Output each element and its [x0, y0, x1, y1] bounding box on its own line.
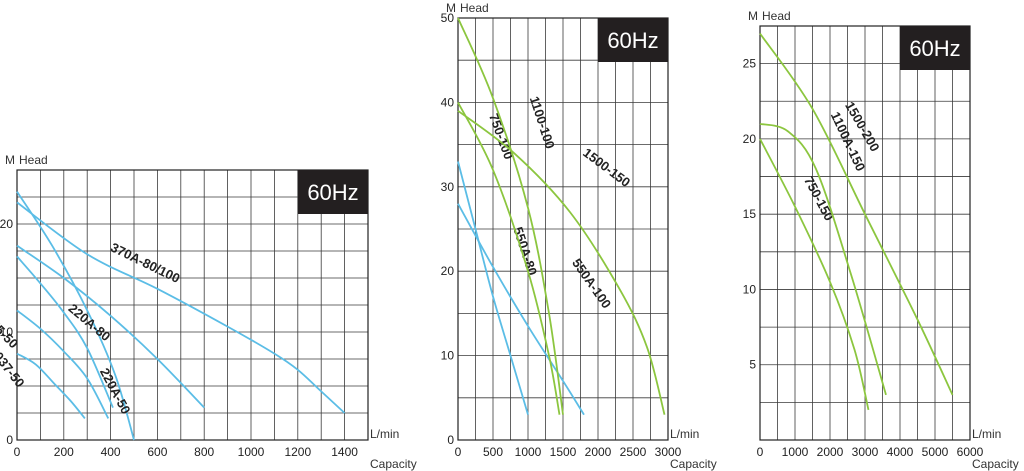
y-tick-label: 20 — [743, 132, 757, 146]
series-label: 1500-150 — [580, 145, 633, 190]
series-label: 1100-100 — [527, 94, 558, 150]
x-tick-label: 1000 — [238, 445, 265, 459]
x-tick-label: 0 — [455, 445, 462, 459]
y-axis-label: Head — [762, 9, 791, 23]
series-line-110-50 — [16, 255, 114, 408]
series-line-1100A-150 — [759, 122, 887, 396]
y-tick-label: 10 — [0, 325, 13, 339]
frequency-badge-text: 60Hz — [607, 28, 658, 53]
x-axis-unit: L/min — [370, 427, 399, 441]
x-axis-label: Capacity — [370, 457, 417, 471]
series-line-750-100 — [457, 101, 561, 415]
x-axis-label: Capacity — [670, 457, 717, 471]
x-tick-label: 1400 — [331, 445, 358, 459]
series-line-220A-80 — [16, 244, 205, 409]
x-tick-label: 800 — [194, 445, 214, 459]
chart-2: 0 500 1000 1500 2000 2500 3000 0 10 20 30 40 50M Head… — [441, 1, 717, 471]
series-label: 550A-80 — [510, 225, 540, 277]
plot-frame — [16, 169, 369, 441]
y-tick-label: 0 — [6, 433, 13, 447]
series-line-220A-50 — [16, 191, 135, 441]
x-tick-label: 3000 — [655, 445, 682, 459]
x-tick-label: 5000 — [922, 445, 949, 459]
series-line-370A-80/100 — [16, 201, 346, 414]
y-tick-label: 15 — [743, 207, 757, 221]
chart-3: 0 1000 2000 3000 4000 5000 6000 5 10 15 20 25 M Head L… — [743, 9, 1019, 471]
series-line-1100-100 — [457, 17, 564, 415]
x-tick-label: 400 — [101, 445, 121, 459]
y-tick-label: 30 — [441, 180, 455, 194]
x-tick-label: 4000 — [887, 445, 914, 459]
series-line-075-50 — [16, 309, 110, 419]
series-line-750-150 — [759, 138, 870, 411]
y-tick-label: 20 — [0, 217, 13, 231]
x-tick-label: 6000 — [957, 445, 984, 459]
series-label: 220A-50 — [97, 366, 134, 417]
series-line-1500-150 — [457, 110, 666, 415]
x-tick-label: 0 — [757, 445, 764, 459]
frequency-badge-text: 60Hz — [307, 180, 358, 205]
y-tick-label: 20 — [441, 264, 455, 278]
x-axis-label: Capacity — [972, 457, 1019, 471]
x-tick-label: 2000 — [817, 445, 844, 459]
y-axis-label: Head — [19, 153, 48, 167]
y-tick-label: 50 — [441, 11, 455, 25]
grid — [16, 169, 369, 441]
x-tick-label: 1000 — [515, 445, 542, 459]
x-tick-label: 1500 — [550, 445, 577, 459]
chart-1: 0 200 400 600 800 1000 1200 1400 0 10 20 M Head L/min… — [0, 153, 417, 471]
y-axis-unit: M — [748, 9, 758, 23]
series-line-1500-200 — [759, 33, 954, 396]
series-line-550A-100 — [457, 203, 585, 416]
plot-frame — [457, 17, 669, 441]
y-tick-label: 25 — [743, 57, 757, 71]
y-axis-unit: M — [446, 1, 456, 15]
y-axis-label: Head — [460, 1, 489, 15]
x-tick-label: 2000 — [585, 445, 612, 459]
x-tick-label: 3000 — [852, 445, 879, 459]
x-tick-label: 1200 — [284, 445, 311, 459]
frequency-badge-text: 60Hz — [909, 36, 960, 61]
x-tick-label: 500 — [483, 445, 503, 459]
grid — [759, 25, 971, 441]
series-line-037-50 — [16, 352, 86, 419]
x-tick-label: 200 — [54, 445, 74, 459]
x-axis-unit: L/min — [972, 427, 1001, 441]
frequency-badge — [900, 26, 970, 70]
x-tick-label: 2500 — [620, 445, 647, 459]
series-label: 037-50 — [0, 349, 28, 390]
x-axis-unit: L/min — [670, 427, 699, 441]
y-tick-label: 40 — [441, 95, 455, 109]
plot-frame — [759, 25, 971, 441]
frequency-badge — [598, 18, 668, 62]
y-axis-unit: M — [5, 153, 15, 167]
frequency-badge — [298, 170, 368, 214]
series-label: 220A-80 — [66, 301, 114, 345]
x-tick-label: 1000 — [782, 445, 809, 459]
y-tick-label: 5 — [749, 358, 756, 372]
y-tick-label: 10 — [441, 349, 455, 363]
series-label: 750-150 — [801, 174, 837, 223]
grid — [457, 17, 669, 441]
x-tick-label: 0 — [14, 445, 21, 459]
y-tick-label: 10 — [743, 282, 757, 296]
series-label: 075-50 — [0, 312, 21, 351]
series-label: 550A-100 — [569, 256, 614, 311]
series-label: 370A-80/100 — [108, 240, 182, 286]
y-tick-label: 0 — [447, 433, 454, 447]
x-tick-label: 600 — [147, 445, 167, 459]
series-line-550A-80 — [457, 161, 529, 415]
